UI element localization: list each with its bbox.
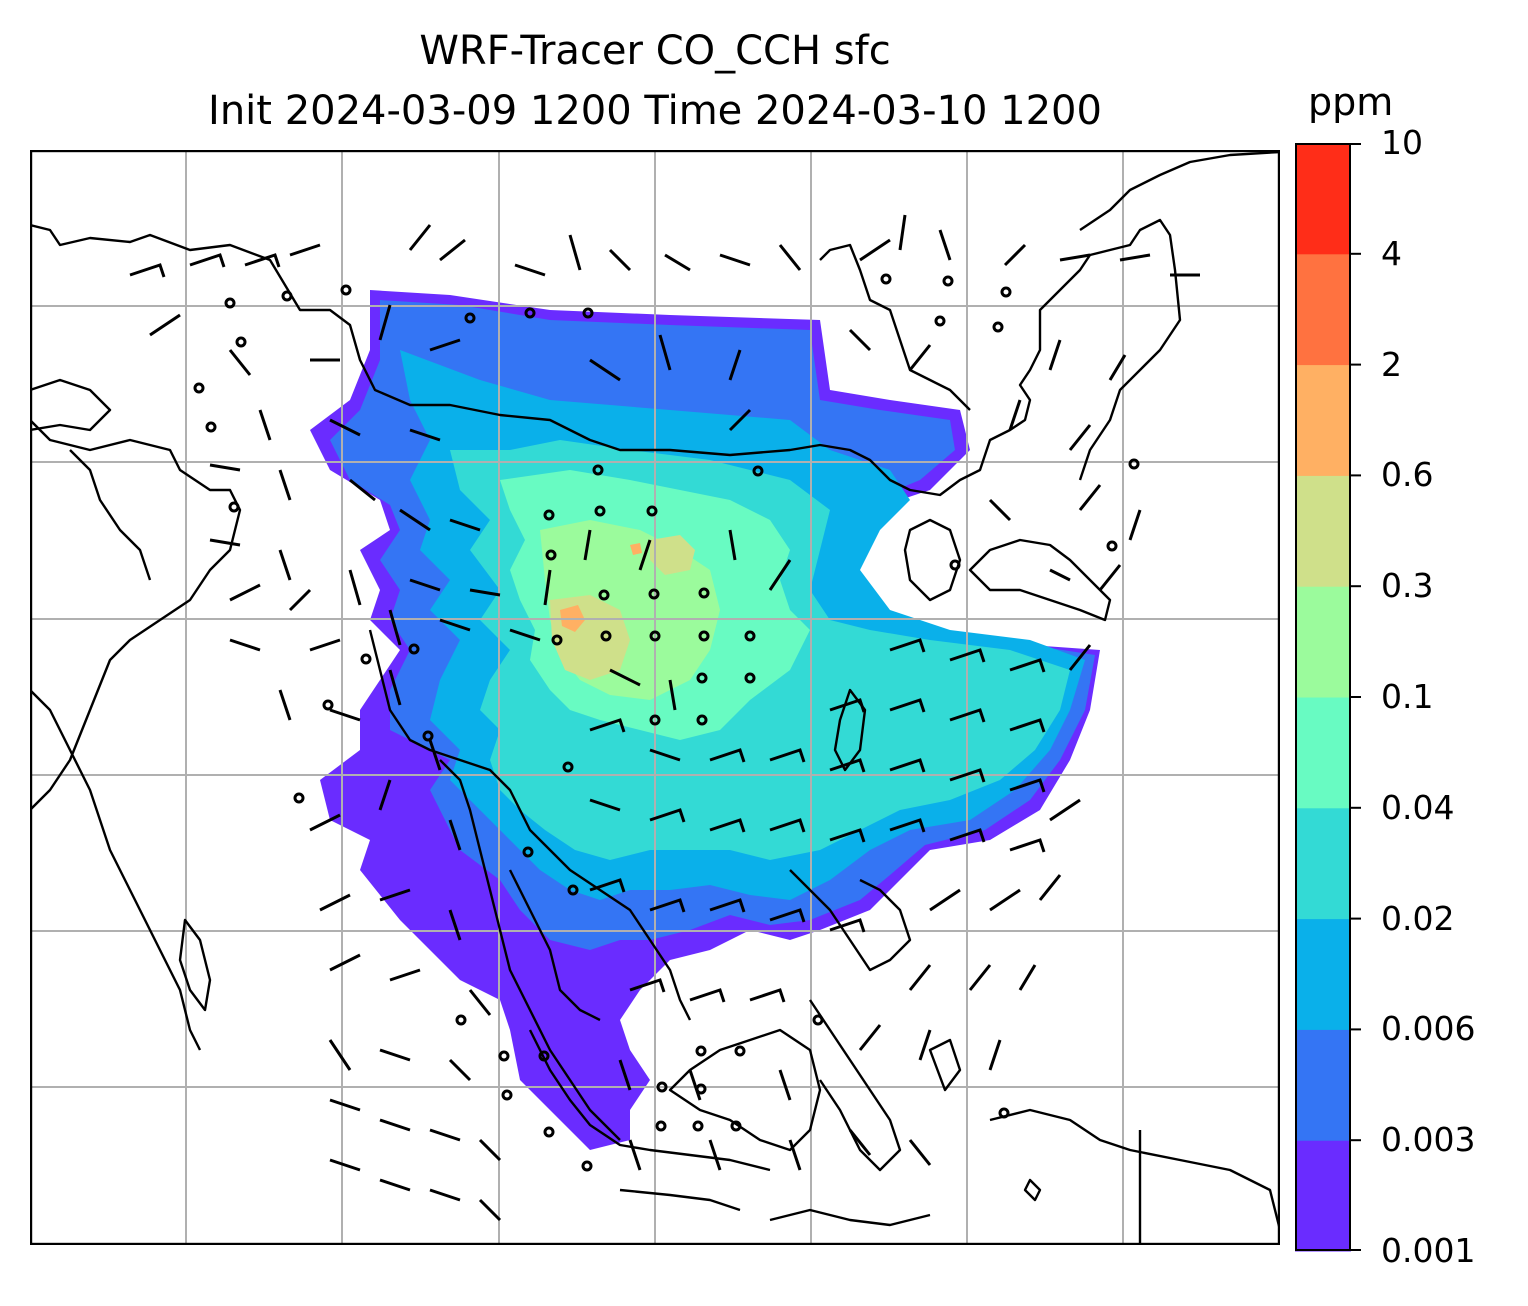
colorbar-band [1295,1029,1351,1141]
colorbar-unit: ppm [1308,80,1394,124]
colorbar-tick-label: 2 [1381,344,1402,384]
colorbar-tick-label: 4 [1381,233,1402,273]
colorbar-band [1295,143,1351,255]
colorbar-band [1295,697,1351,809]
colorbar-tick-label: 0.001 [1381,1231,1476,1270]
colorbar-band [1295,586,1351,698]
calm-markers [193,273,1140,1172]
colorbar-band [1295,1140,1351,1252]
chart-title: WRF-Tracer CO_CCH sfc [419,28,891,74]
map-border [30,150,1280,1245]
colorbar-tick-label: 0.02 [1381,898,1455,938]
coastlines [30,150,1280,1245]
gridlines [30,150,1280,1245]
wind-barbs [129,214,1200,1222]
colorbar-tick-label: 0.6 [1381,455,1434,495]
colorbar-tick-label: 0.003 [1381,1120,1476,1160]
chart-subtitle: Init 2024-03-09 1200 Time 2024-03-10 120… [208,88,1102,134]
tracer-band-03b [650,535,695,575]
colorbar-band [1295,918,1351,1030]
colorbar-tick-label: 0.006 [1381,1009,1476,1049]
tracer-band-06b [630,543,642,555]
map-panel [30,150,1280,1245]
colorbar-band [1295,364,1351,476]
colorbar-tick-label: 0.1 [1381,677,1434,716]
colorbar-tick-label: 10 [1381,123,1423,162]
colorbar [1295,143,1361,1252]
colorbar-tick-label: 0.3 [1381,566,1434,606]
colorbar-band [1295,253,1351,366]
colorbar-tick-label: 0.04 [1381,787,1455,827]
colorbar-band [1295,807,1351,920]
colorbar-band [1295,475,1351,587]
